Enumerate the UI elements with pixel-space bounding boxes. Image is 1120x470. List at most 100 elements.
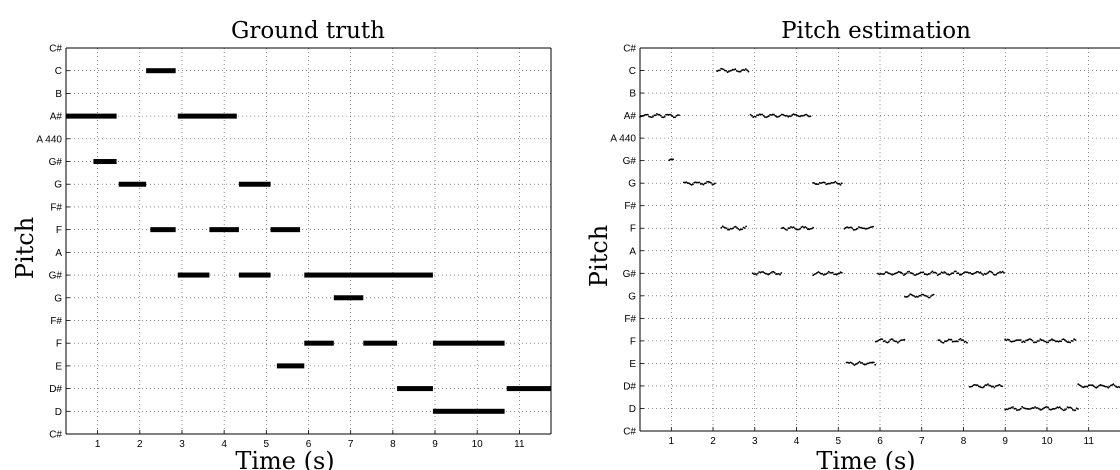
pitch-point (964, 340, 967, 343)
pitch-point (1018, 339, 1021, 341)
pitch-point (706, 180, 709, 183)
pitch-point (903, 274, 905, 276)
pitch-point (1060, 407, 1062, 410)
pitch-point (901, 272, 904, 275)
pitch-point (1001, 270, 1004, 273)
pitch-point (989, 384, 992, 387)
pitch-point (949, 338, 951, 341)
pitch-point (866, 362, 869, 365)
pitch-point (884, 340, 886, 342)
pitch-point (730, 69, 733, 72)
pitch-point (1047, 406, 1049, 409)
pitch-point (971, 385, 974, 388)
note-estimate (812, 180, 843, 186)
pitch-point (739, 70, 742, 73)
pitch-point (734, 68, 737, 71)
pitch-point (957, 272, 960, 275)
pitch-point (771, 271, 774, 273)
pitch-point (722, 68, 725, 71)
y-tick-label: F (56, 339, 62, 350)
pitch-point (831, 271, 834, 274)
x-tick-label: 1 (95, 439, 101, 450)
pitch-point (944, 271, 947, 274)
x-tick-label: 5 (835, 436, 841, 447)
y-tick-label: F# (624, 314, 636, 325)
note-bar (177, 113, 237, 119)
pitch-point (877, 272, 879, 275)
pitch-point (686, 182, 689, 185)
x-tick-label: 4 (221, 439, 227, 450)
note-bar (118, 181, 147, 187)
pitch-point (1027, 408, 1030, 410)
pitch-point (1017, 339, 1020, 342)
pitch-point (701, 182, 703, 185)
pitch-point (727, 228, 729, 231)
pitch-point (1112, 383, 1115, 386)
y-tick-label: B (55, 89, 62, 100)
pitch-point (878, 338, 881, 341)
pitch-point (895, 340, 898, 343)
note-bar (177, 272, 210, 278)
pitch-point (795, 228, 798, 231)
pitch-point (792, 226, 795, 229)
pitch-point (969, 272, 972, 274)
pitch-point (801, 225, 804, 228)
pitch-point (678, 114, 680, 116)
pitch-point (853, 364, 856, 366)
pitch-point (1036, 340, 1039, 342)
pitch-point (908, 294, 910, 297)
pitch-point (754, 116, 757, 118)
pitch-point (984, 273, 987, 276)
pitch-point (897, 341, 899, 344)
pitch-point (975, 384, 978, 386)
pitch-point (1115, 385, 1117, 388)
pitch-point (850, 362, 853, 364)
y-tick-label: C (55, 66, 62, 77)
pitch-point (1038, 408, 1040, 410)
pitch-point (1096, 385, 1099, 388)
pitch-point (961, 272, 964, 275)
x-tick-label: 7 (919, 436, 925, 447)
pitch-point (982, 274, 985, 276)
pitch-point (858, 360, 861, 363)
x-tick-label: 10 (472, 439, 484, 450)
pitch-point (672, 158, 674, 161)
pitch-point (944, 340, 946, 343)
note-estimate (781, 225, 814, 231)
pitch-point (881, 338, 884, 341)
pitch-point (966, 341, 968, 344)
pitch-point (1032, 407, 1035, 409)
pitch-point (910, 293, 913, 296)
pitch-point (760, 271, 763, 273)
note-estimate (1004, 405, 1079, 412)
pitch-point (917, 296, 919, 298)
pitch-point (930, 295, 932, 297)
x-tick-label: 7 (348, 439, 354, 450)
pitch-point (900, 271, 903, 274)
pitch-estimation-panel: Pitch estimation Time (s) Pitch C#DD#EFF… (585, 18, 1120, 470)
pitch-point (717, 69, 720, 72)
pitch-point (725, 227, 728, 230)
pitch-point (942, 341, 945, 344)
y-tick-label: D (629, 404, 636, 415)
pitch-point (887, 340, 890, 343)
note-bar (66, 113, 117, 119)
pitch-point (932, 271, 935, 274)
pitch-point (1035, 407, 1038, 409)
pitch-point (786, 114, 788, 117)
pitch-point (940, 340, 942, 343)
pitch-point (855, 228, 858, 231)
pitch-point (948, 274, 951, 276)
pitch-point (795, 113, 797, 116)
pitch-point (987, 271, 990, 274)
pitch-point (827, 182, 830, 185)
pitch-point (685, 181, 688, 184)
pitch-point (923, 273, 926, 276)
pitch-point (981, 272, 983, 275)
note-bar (397, 386, 433, 392)
pitch-point (712, 183, 715, 186)
pitch-point (872, 225, 874, 228)
pitch-point (1113, 384, 1116, 387)
pitch-point (965, 271, 968, 274)
pitch-point (930, 271, 933, 274)
